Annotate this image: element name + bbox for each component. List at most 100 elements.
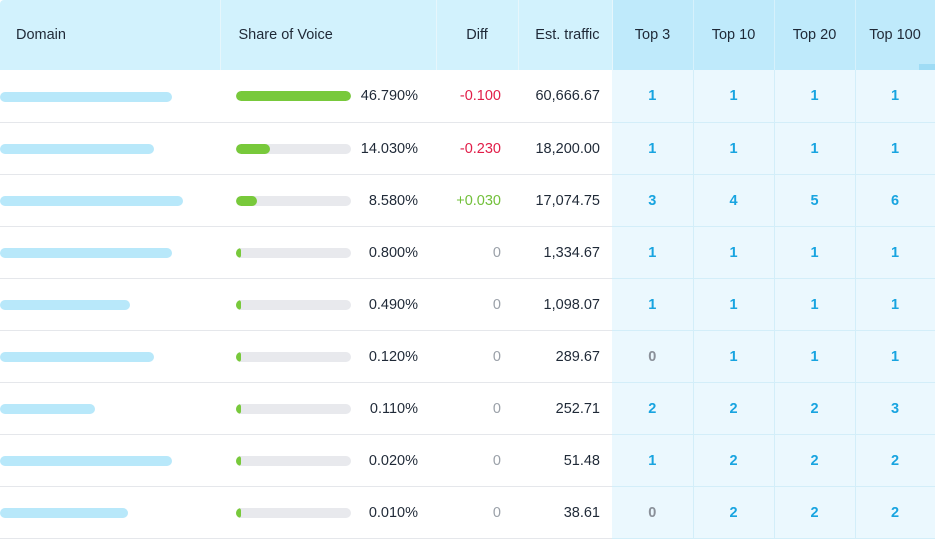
domain-placeholder-bar[interactable]	[0, 352, 154, 362]
domain-cell[interactable]	[0, 382, 220, 435]
share-of-voice-bar-fill	[236, 299, 241, 310]
est-traffic-value: 17,074.75	[518, 174, 612, 227]
share-of-voice-bar	[236, 507, 351, 518]
column-header-top10[interactable]: Top 10	[693, 0, 775, 70]
share-of-voice-cell: 46.790%	[220, 70, 436, 123]
share-of-voice-value: 0.010%	[368, 504, 418, 521]
share-of-voice-value: 0.490%	[368, 296, 418, 313]
top20-count[interactable]: 1	[774, 70, 856, 123]
column-header-top20[interactable]: Top 20	[774, 0, 856, 70]
top3-count[interactable]: 2	[612, 382, 694, 435]
top3-count: 0	[612, 330, 694, 383]
domain-placeholder-bar[interactable]	[0, 456, 172, 466]
domain-placeholder-bar[interactable]	[0, 248, 172, 258]
diff-value: -0.100	[436, 70, 518, 123]
table-row[interactable]: 0.120% 0 289.67 0 1 1 1	[0, 330, 935, 383]
table-row[interactable]: 46.790% -0.100 60,666.67 1 1 1 1	[0, 70, 935, 123]
est-traffic-value: 51.48	[518, 434, 612, 487]
top100-count[interactable]: 2	[855, 486, 935, 539]
share-of-voice-bar-fill	[236, 455, 241, 466]
top20-count[interactable]: 1	[774, 330, 856, 383]
est-traffic-value: 18,200.00	[518, 122, 612, 175]
domain-cell[interactable]	[0, 122, 220, 175]
top100-count[interactable]: 2	[855, 434, 935, 487]
domain-placeholder-bar[interactable]	[0, 196, 183, 206]
top100-count[interactable]: 1	[855, 122, 935, 175]
top20-count[interactable]: 2	[774, 486, 856, 539]
column-header-share-of-voice[interactable]: Share of Voice	[220, 0, 437, 70]
domain-placeholder-bar[interactable]	[0, 144, 154, 154]
column-header-top3[interactable]: Top 3	[612, 0, 694, 70]
share-of-voice-value: 0.120%	[368, 348, 418, 365]
table-row[interactable]: 0.020% 0 51.48 1 2 2 2	[0, 434, 935, 487]
column-header-domain[interactable]: Domain	[0, 0, 221, 70]
domain-placeholder-bar[interactable]	[0, 404, 95, 414]
domain-cell[interactable]	[0, 434, 220, 487]
top100-count[interactable]: 1	[855, 226, 935, 279]
domain-placeholder-bar[interactable]	[0, 91, 172, 102]
top3-count[interactable]: 1	[612, 122, 694, 175]
domain-cell[interactable]	[0, 174, 220, 227]
est-traffic-value: 289.67	[518, 330, 612, 383]
top20-count[interactable]: 2	[774, 382, 856, 435]
top10-count[interactable]: 1	[693, 330, 775, 383]
top10-count[interactable]: 1	[693, 70, 775, 123]
domain-cell[interactable]	[0, 486, 220, 539]
column-header-est-traffic[interactable]: Est. traffic	[518, 0, 613, 70]
top10-count[interactable]: 2	[693, 382, 775, 435]
domain-cell[interactable]	[0, 330, 220, 383]
share-of-voice-value: 8.580%	[368, 192, 418, 209]
share-of-voice-cell: 0.110%	[220, 382, 436, 435]
top100-count[interactable]: 1	[855, 330, 935, 383]
column-header-diff[interactable]: Diff	[436, 0, 519, 70]
top10-count[interactable]: 1	[693, 226, 775, 279]
top3-count[interactable]: 1	[612, 70, 694, 123]
diff-value: 0	[436, 226, 518, 279]
table-row[interactable]: 0.110% 0 252.71 2 2 2 3	[0, 382, 935, 435]
table-row[interactable]: 0.800% 0 1,334.67 1 1 1 1	[0, 226, 935, 279]
top3-count[interactable]: 1	[612, 226, 694, 279]
top10-count[interactable]: 2	[693, 434, 775, 487]
share-of-voice-bar-fill	[236, 143, 270, 154]
top20-count[interactable]: 2	[774, 434, 856, 487]
table-row[interactable]: 0.490% 0 1,098.07 1 1 1 1	[0, 278, 935, 331]
share-of-voice-bar	[236, 403, 351, 414]
diff-value: 0	[436, 486, 518, 539]
top100-count[interactable]: 6	[855, 174, 935, 227]
top20-count[interactable]: 5	[774, 174, 856, 227]
share-of-voice-value: 0.800%	[368, 244, 418, 261]
est-traffic-value: 60,666.67	[518, 70, 612, 123]
table-row[interactable]: 8.580% +0.030 17,074.75 3 4 5 6	[0, 174, 935, 227]
share-of-voice-bar	[236, 455, 351, 466]
top20-count[interactable]: 1	[774, 226, 856, 279]
share-of-voice-bar-fill	[236, 351, 241, 362]
top20-count[interactable]: 1	[774, 278, 856, 331]
share-of-voice-value: 0.110%	[369, 400, 418, 417]
share-of-voice-bar	[236, 351, 351, 362]
top3-count[interactable]: 1	[612, 278, 694, 331]
top10-count[interactable]: 4	[693, 174, 775, 227]
top3-count[interactable]: 3	[612, 174, 694, 227]
domain-cell[interactable]	[0, 226, 220, 279]
domain-placeholder-bar[interactable]	[0, 300, 130, 310]
domain-placeholder-bar[interactable]	[0, 508, 128, 518]
share-of-voice-bar-fill	[236, 91, 351, 101]
table-row[interactable]: 0.010% 0 38.61 0 2 2 2	[0, 486, 935, 539]
domain-cell[interactable]	[0, 278, 220, 331]
domain-cell[interactable]	[0, 70, 220, 123]
top20-count[interactable]: 1	[774, 122, 856, 175]
top100-count[interactable]: 3	[855, 382, 935, 435]
share-of-voice-cell: 8.580%	[220, 174, 436, 227]
diff-value: 0	[436, 382, 518, 435]
top3-count[interactable]: 1	[612, 434, 694, 487]
diff-value: -0.230	[436, 122, 518, 175]
share-of-voice-bar-fill	[236, 507, 241, 518]
top100-count[interactable]: 1	[855, 278, 935, 331]
table-row[interactable]: 14.030% -0.230 18,200.00 1 1 1 1	[0, 122, 935, 175]
column-header-top100[interactable]: Top 100	[855, 0, 935, 70]
top10-count[interactable]: 1	[693, 122, 775, 175]
top100-count[interactable]: 1	[855, 70, 935, 123]
est-traffic-value: 252.71	[518, 382, 612, 435]
top10-count[interactable]: 2	[693, 486, 775, 539]
top10-count[interactable]: 1	[693, 278, 775, 331]
